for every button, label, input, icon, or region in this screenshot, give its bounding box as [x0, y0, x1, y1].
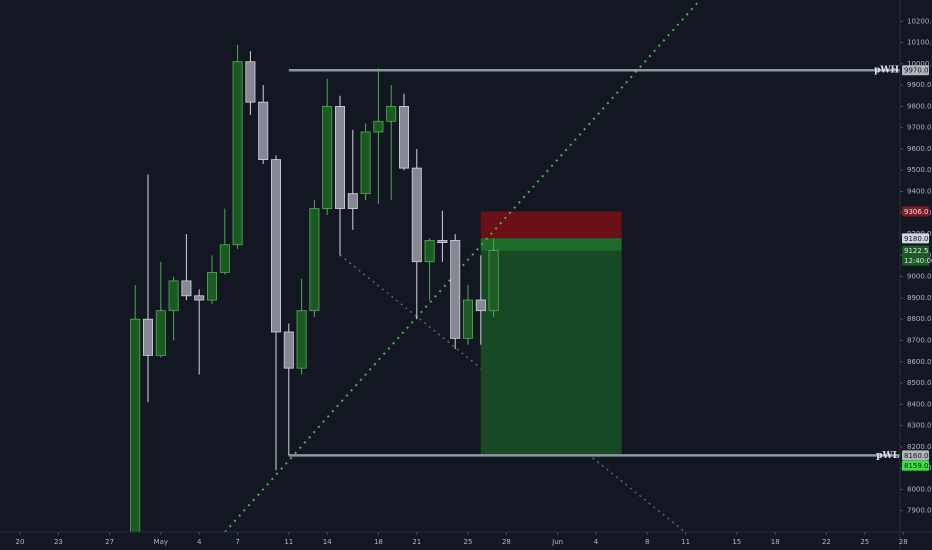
candle-body	[232, 61, 243, 246]
y-tick-label: 8200.0	[907, 443, 932, 451]
y-tick-label: 7900.0	[907, 507, 932, 515]
candle-body	[142, 318, 154, 356]
y-tick-label: 8600.0	[907, 358, 932, 366]
level-price-tag-bg	[902, 65, 929, 76]
trend-line	[339, 254, 686, 532]
candle-body	[424, 240, 435, 263]
x-tick-label: 15	[732, 538, 741, 546]
candle-body	[488, 250, 499, 312]
level-price-tag-bg	[902, 450, 929, 461]
candle-body	[168, 280, 179, 312]
candle-body	[155, 310, 166, 356]
x-tick-label: 18	[374, 538, 383, 546]
y-tick-label: 8300.0	[907, 422, 932, 430]
x-tick-label: 25	[860, 538, 869, 546]
stop-price-tag-bg	[902, 206, 929, 217]
candle-body	[219, 244, 230, 273]
candle-body	[194, 295, 205, 301]
candle-body	[296, 310, 307, 369]
y-tick-label: 9500.0	[907, 166, 932, 174]
x-tick-label: 21	[412, 538, 421, 546]
x-tick-label: 23	[54, 538, 63, 546]
y-tick-label: 8800.0	[907, 315, 932, 323]
target-price-tag: 8159.0	[904, 462, 929, 470]
candle-body	[258, 101, 269, 160]
stop-price-tag: 9306.0	[904, 208, 929, 216]
target-price-tag-bg	[902, 460, 929, 471]
x-tick-label: Jun	[551, 538, 563, 546]
y-tick-label: 9000.0	[907, 273, 932, 281]
x-tick-label: 11	[284, 538, 293, 546]
x-tick-label: 4	[197, 538, 202, 546]
y-tick-label: 8500.0	[907, 379, 932, 387]
candle-body	[181, 280, 192, 297]
candle-body	[309, 208, 320, 312]
x-tick-label: 11	[681, 538, 690, 546]
level-label: pWL	[876, 451, 899, 461]
countdown: 12:40:00	[904, 257, 932, 265]
y-tick-label: 9900.0	[907, 81, 932, 89]
last-price-tag: 9122.5	[904, 247, 929, 255]
candle-body	[450, 240, 461, 339]
x-tick-label: May	[154, 538, 168, 546]
y-tick-label: 9400.0	[907, 188, 932, 196]
y-tick-label: 10200.0	[907, 17, 932, 25]
x-tick-label: 28	[899, 538, 908, 546]
level-price-tag: 9970.0	[904, 67, 929, 75]
candle-body	[411, 167, 422, 263]
level-price-tag: 8160.0	[904, 452, 929, 460]
candle-body	[437, 240, 448, 243]
last-price-tag-bg	[902, 245, 929, 256]
stop-zone	[480, 211, 622, 239]
x-tick-label: 28	[502, 538, 511, 546]
entry-price-tag: 9180.0	[904, 235, 929, 243]
candle-body	[347, 193, 358, 209]
target-zone	[480, 238, 622, 456]
x-tick-label: 18	[771, 538, 780, 546]
y-tick-label: 9600.0	[907, 145, 932, 153]
y-tick-label: 9800.0	[907, 102, 932, 110]
candle-body	[334, 106, 346, 209]
x-tick-label: 4	[594, 538, 599, 546]
candle-body	[398, 106, 410, 169]
x-tick-label: 14	[323, 538, 332, 546]
candle-body	[475, 299, 486, 312]
y-tick-label: 8000.0	[907, 485, 932, 493]
candle-body	[270, 159, 282, 333]
countdown-bg	[902, 255, 929, 266]
candle-body	[283, 331, 294, 369]
y-tick-label: 8900.0	[907, 294, 932, 302]
candle-body	[322, 106, 333, 209]
candle-body	[130, 318, 141, 532]
open-pnl-band	[480, 238, 622, 251]
candle-body	[373, 120, 384, 133]
candle-body	[462, 299, 474, 339]
x-tick-label: 25	[464, 538, 473, 546]
x-tick-label: 22	[822, 538, 831, 546]
candle-body	[360, 131, 371, 195]
candle-body	[386, 106, 397, 122]
plot-area	[130, 0, 900, 532]
y-tick-label: 10100.0	[907, 39, 932, 47]
candle-body	[245, 61, 256, 103]
x-tick-label: 7	[235, 538, 239, 546]
x-tick-label: 8	[645, 538, 649, 546]
y-tick-label: 8400.0	[907, 400, 932, 408]
candle-body	[206, 271, 218, 301]
y-tick-label: 8700.0	[907, 336, 932, 344]
y-tick-label: 10000.0	[907, 60, 932, 68]
x-tick-label: 27	[105, 538, 114, 546]
y-tick-label: 9700.0	[907, 124, 932, 132]
x-tick-label: 20	[16, 538, 25, 546]
level-label: pWH	[874, 66, 899, 76]
entry-price-tag-bg	[902, 233, 929, 244]
